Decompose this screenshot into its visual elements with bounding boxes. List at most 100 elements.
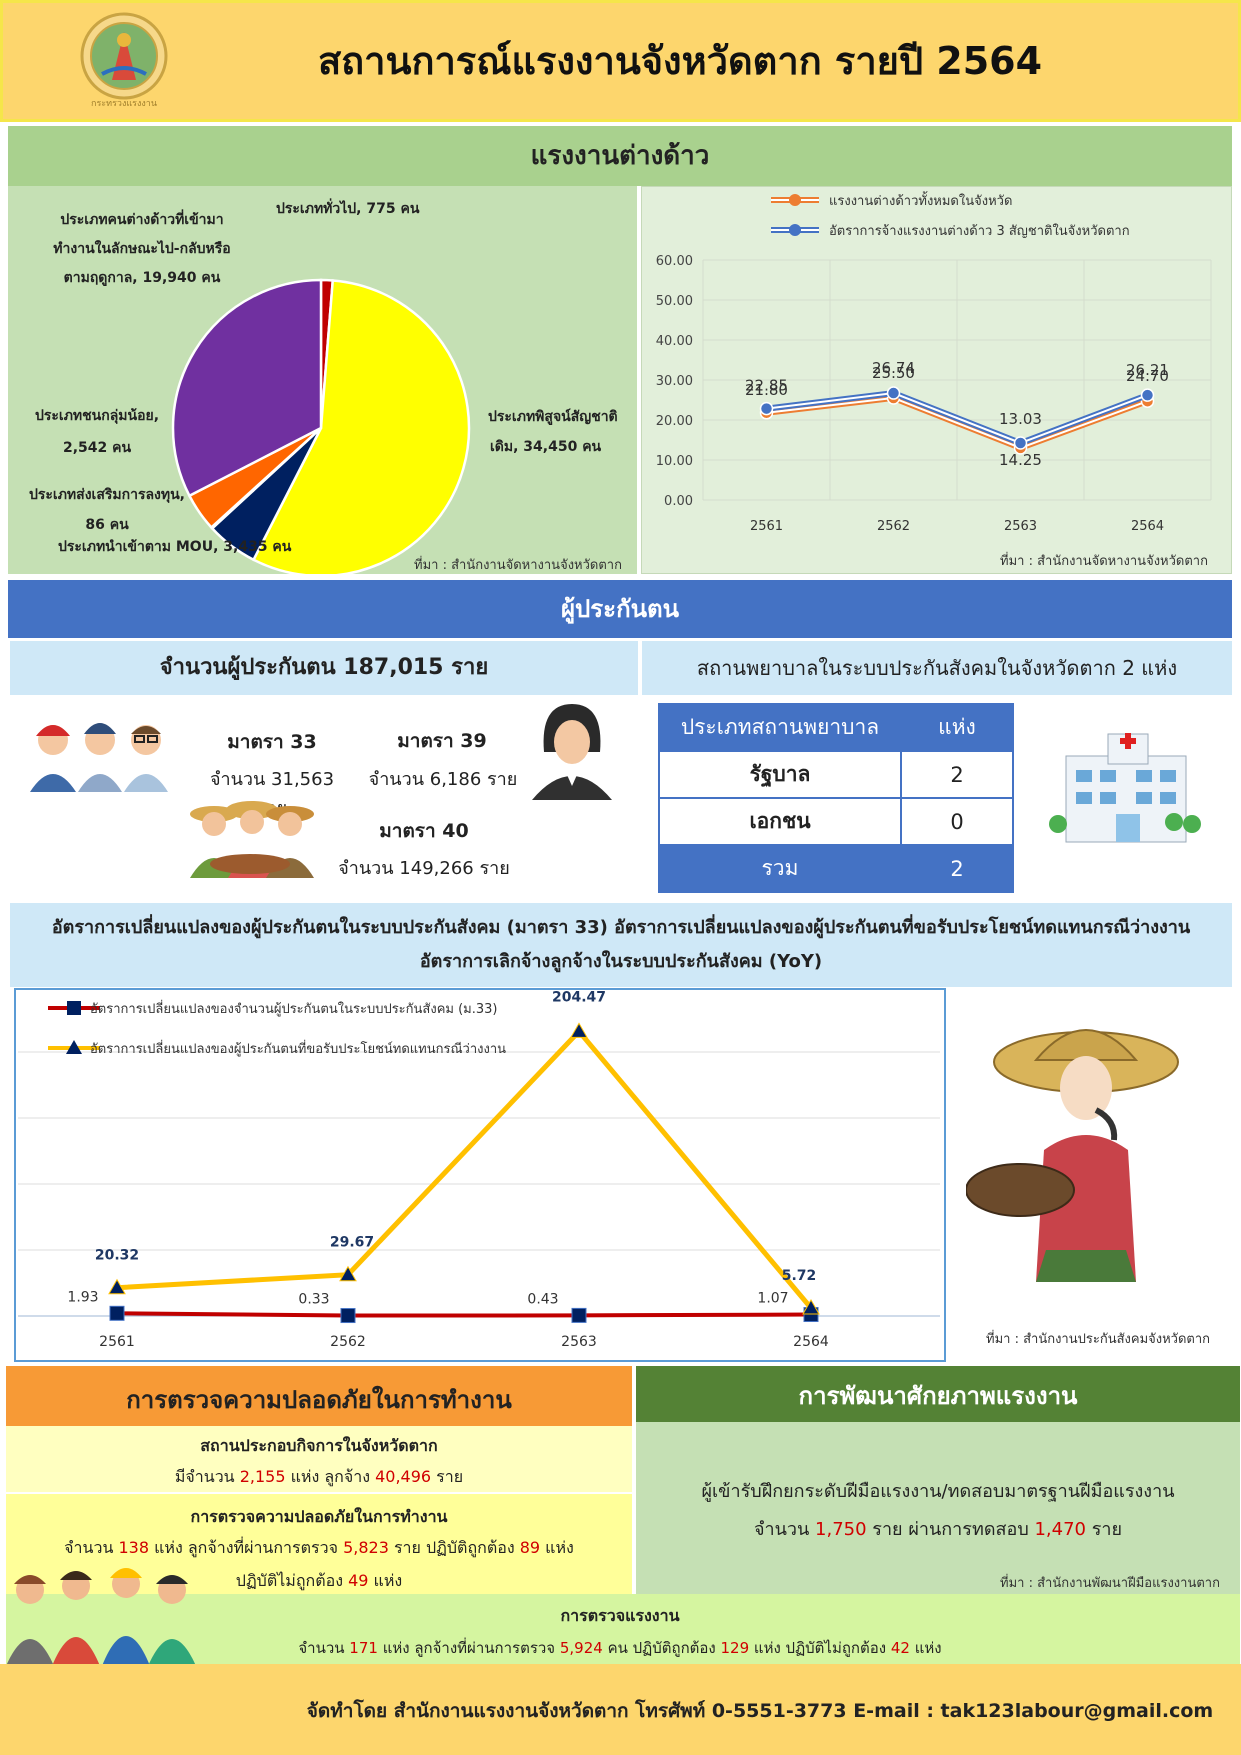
- data-point: [886, 386, 901, 400]
- hospital-count-cell: 0: [900, 797, 1014, 846]
- labor-inspection-stats: จำนวน 171 แห่ง ลูกจ้างที่ผ่านการตรวจ 5,9…: [190, 1636, 1050, 1660]
- data-point: [1013, 436, 1028, 450]
- development-line1: ผู้เข้ารับฝึกยกระดับฝีมือแรงงาน/ทดสอบมาต…: [701, 1481, 1175, 1502]
- seal-caption: กระทรวงแรงงาน: [91, 99, 157, 109]
- table-row: เอกชน 0: [658, 797, 1014, 846]
- insp-ok: 89: [519, 1538, 541, 1557]
- hospital-count-title: สถานพยาบาลในระบบประกันสังคมในจังหวัดตาก …: [642, 641, 1232, 695]
- y-tick-label: 60.00: [656, 254, 693, 269]
- section-39-value: จำนวน 6,186 ราย: [368, 769, 518, 790]
- footer-text: จัดทำโดย สำนักงานแรงงานจังหวัดตาก โทรศัพ…: [306, 1700, 1214, 1722]
- data-label: 14.25: [999, 451, 1042, 469]
- data-point: [802, 1299, 820, 1315]
- insp-count: 138: [118, 1538, 150, 1557]
- series-line: [116, 1311, 812, 1318]
- rate-title-line1: อัตราการเปลี่ยนแปลงของผู้ประกันตนในระบบป…: [51, 917, 1191, 938]
- insp-mid1: แห่ง ลูกจ้างที่ผ่านการตรวจ: [149, 1538, 344, 1557]
- establishment-stats: มีจำนวน 2,155 แห่ง ลูกจ้าง 40,496 ราย: [6, 1465, 632, 1490]
- dev-pre: จำนวน: [753, 1519, 816, 1540]
- insured-total: จำนวนผู้ประกันตน 187,015 ราย: [10, 641, 638, 695]
- pie-label-nationality: ประเภทพิสูจน์สัญชาติ เดิม, 34,450 คน: [488, 402, 618, 462]
- x-tick-label: 2563: [1004, 519, 1037, 534]
- safety-inspection-title: การตรวจความปลอดภัยในการทำงาน: [190, 1507, 448, 1526]
- section-33-label: มาตรา 33: [227, 731, 317, 753]
- section-40-value: จำนวน 149,266 ราย: [338, 858, 510, 879]
- data-point: [570, 1022, 588, 1038]
- data-label: 1.07: [757, 1291, 788, 1307]
- x-tick-label: 2561: [99, 1334, 135, 1350]
- rate-chart-source: ที่มา : สำนักงานประกันสังคมจังหวัดตาก: [986, 1332, 1211, 1347]
- insp-pre: จำนวน: [64, 1538, 119, 1557]
- hospital-type-cell: รัฐบาล: [658, 750, 902, 799]
- pie-slice: [171, 278, 323, 498]
- workers-group-icon: [30, 723, 168, 792]
- hospital-total-label: รวม: [658, 844, 902, 893]
- data-label: 29.67: [330, 1235, 374, 1251]
- pie-label-minority-line1: ประเภทชนกลุ่มน้อย,: [34, 408, 160, 424]
- legend-marker: [67, 1001, 81, 1015]
- ministry-seal-logo: กระทรวงแรงงาน: [80, 12, 168, 109]
- hospital-table-total: รวม 2: [658, 844, 1014, 893]
- hospital-table: ประเภทสถานพยาบาล แห่ง รัฐบาล 2 เอกชน 0 ร…: [658, 703, 1014, 893]
- x-tick-label: 2561: [750, 519, 783, 534]
- data-point: [340, 1308, 356, 1324]
- legend-marker: [66, 1040, 82, 1054]
- insp-line2-pre: ปฏิบัติไม่ถูกต้อง: [235, 1571, 349, 1590]
- li-pre: จำนวน: [298, 1639, 350, 1657]
- hospital-table-header: ประเภทสถานพยาบาล แห่ง: [658, 703, 1014, 752]
- data-point: [571, 1307, 587, 1323]
- est-pre: มีจำนวน: [174, 1467, 240, 1486]
- data-label: 204.47: [552, 989, 606, 1005]
- hospital-type-cell: เอกชน: [658, 797, 902, 846]
- pie-label-investment-line1: ประเภทส่งเสริมการลงทุน,: [28, 487, 186, 503]
- page-header: [0, 0, 1241, 122]
- x-tick-label: 2562: [877, 519, 910, 534]
- y-tick-label: 30.00: [656, 374, 693, 389]
- pie-label-investment-line2: 86 คน: [85, 517, 129, 533]
- safety-inspection-stats-2: ปฏิบัติไม่ถูกต้อง 49 แห่ง: [6, 1569, 632, 1594]
- data-point: [759, 401, 774, 416]
- legend-marker: [789, 224, 801, 236]
- insured-rate-line-chart: 2561 2562 2563 2564 1.93 0.33 0.43 1.07 อัตราการ…: [18, 989, 940, 1350]
- pie-slice: [251, 279, 471, 574]
- pie-label-mou: ประเภทนำเข้าตาม MOU, 3,435 คน: [58, 539, 292, 555]
- li-ok: 129: [720, 1639, 750, 1657]
- page-footer: [0, 1664, 1241, 1755]
- legend-label: อัตราการจ้างแรงงานต่างด้าว 3 สัญชาติในจั…: [829, 223, 1130, 239]
- hospital-building-icon: [1049, 733, 1201, 843]
- col-hospital-type: ประเภทสถานพยาบาล: [658, 703, 902, 752]
- y-tick-label: 50.00: [656, 294, 693, 309]
- insp-line2-post: แห่ง: [368, 1571, 403, 1590]
- li-mid1: แห่ง ลูกจ้างที่ผ่านการตรวจ: [377, 1639, 560, 1657]
- series-line: [116, 1027, 813, 1310]
- data-label: 20.32: [95, 1248, 139, 1264]
- farmer-woman-illustration: [966, 1029, 1179, 1282]
- farmers-icon: [190, 801, 314, 878]
- foreign-workers-heading: แรงงานต่างด้าว: [8, 126, 1232, 186]
- y-tick-label: 0.00: [664, 494, 693, 509]
- y-tick-label: 10.00: [656, 454, 693, 469]
- woman-icon: [532, 704, 612, 800]
- data-label: 24.70: [1126, 367, 1169, 385]
- foreign-workers-line-chart: 0.00 10.00 20.00 30.00 40.00 50.00 60.00 2561 25…: [656, 191, 1212, 534]
- li-mid2: คน ปฏิบัติถูกต้อง: [602, 1639, 721, 1657]
- series-line-inner: [766, 392, 1148, 445]
- rate-title-line2: อัตราการเลิกจ้างลูกจ้างในระบบประกันสังคม…: [419, 951, 823, 972]
- section-39-label: มาตรา 39: [397, 730, 487, 752]
- insp-post: แห่ง: [540, 1538, 574, 1557]
- est-employees: 40,496: [375, 1467, 432, 1486]
- pie-label-minority: ประเภทชนกลุ่มน้อย, 2,542 คน: [22, 400, 172, 464]
- legend-marker: [789, 194, 801, 206]
- table-row: รัฐบาล 2: [658, 750, 1014, 799]
- pie-label-seasonal-line2: ทำงานในลักษณะไป-กลับหรือ: [53, 241, 231, 257]
- safety-inspection-stats: จำนวน 138 แห่ง ลูกจ้างที่ผ่านการตรวจ 5,8…: [6, 1536, 632, 1561]
- development-heading: การพัฒนาศักยภาพแรงงาน: [636, 1366, 1240, 1422]
- pie-label-minority-line2: 2,542 คน: [62, 440, 132, 456]
- dev-post: ราย: [1086, 1519, 1123, 1540]
- rate-section-title: อัตราการเปลี่ยนแปลงของผู้ประกันตนในระบบป…: [10, 903, 1232, 987]
- data-label: 26.21: [1126, 361, 1169, 379]
- labor-inspection-title: การตรวจแรงงาน: [560, 1606, 680, 1625]
- col-hospital-count: แห่ง: [900, 703, 1014, 752]
- x-tick-label: 2563: [561, 1334, 597, 1350]
- development-line2: จำนวน 1,750 ราย ผ่านการทดสอบ 1,470 ราย: [636, 1514, 1240, 1543]
